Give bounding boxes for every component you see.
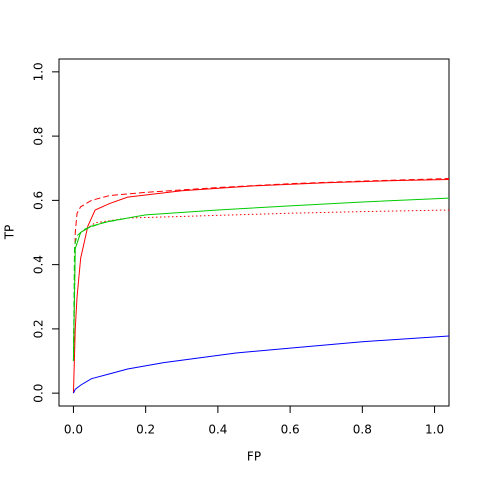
y-tick-label: 0.8	[32, 127, 46, 146]
x-tick-label: 0.6	[281, 423, 300, 437]
y-axis-title: TP	[3, 225, 17, 241]
x-tick-label: 0.2	[136, 423, 155, 437]
y-tick-label: 0.0	[32, 384, 46, 403]
y-tick-label: 1.0	[32, 62, 46, 81]
roc-line	[72, 197, 449, 362]
y-tick-label: 0.6	[32, 191, 46, 210]
x-tick-label: 1.0	[425, 423, 444, 437]
roc-line	[72, 217, 128, 362]
roc-line	[72, 178, 449, 362]
x-tick-label: 0.8	[353, 423, 372, 437]
x-tick-label: 0.4	[208, 423, 227, 437]
y-tick-label: 0.2	[32, 319, 46, 338]
roc-line	[72, 209, 449, 362]
y-tick-label: 0.4	[32, 255, 46, 274]
plot-box	[58, 58, 450, 407]
roc-line	[72, 335, 449, 394]
x-axis-title: FP	[247, 450, 261, 464]
x-tick-label: 0.0	[64, 423, 83, 437]
roc-line	[72, 178, 449, 394]
